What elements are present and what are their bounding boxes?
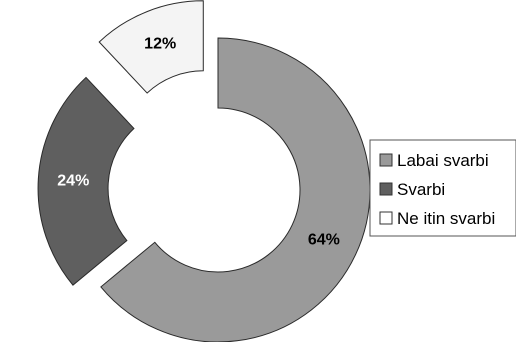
slice-svarbi: [37, 76, 135, 286]
legend-swatch-svarbi: [379, 182, 393, 196]
legend-label-labai-svarbi: Labai svarbi: [397, 151, 489, 170]
slice-label-svarbi: 24%: [57, 172, 89, 189]
slice-ne-itin-svarbi: [98, 0, 204, 94]
slice-label-labai-svarbi: 64%: [308, 231, 340, 248]
legend-swatch-labai-svarbi: [379, 153, 393, 167]
slices-group: [37, 0, 371, 342]
legend-label-ne-itin-svarbi: Ne itin svarbi: [397, 209, 495, 228]
slice-labels-group: 64% 24% 12%: [57, 36, 340, 249]
slice-label-ne-itin-svarbi: 12%: [144, 36, 176, 53]
legend: Labai svarbi Svarbi Ne itin svarbi: [369, 139, 516, 237]
legend-box: [369, 139, 516, 237]
legend-swatch-ne-itin-svarbi: [379, 211, 393, 225]
slice-labai-svarbi: [100, 37, 371, 342]
legend-label-svarbi: Svarbi: [397, 180, 445, 199]
